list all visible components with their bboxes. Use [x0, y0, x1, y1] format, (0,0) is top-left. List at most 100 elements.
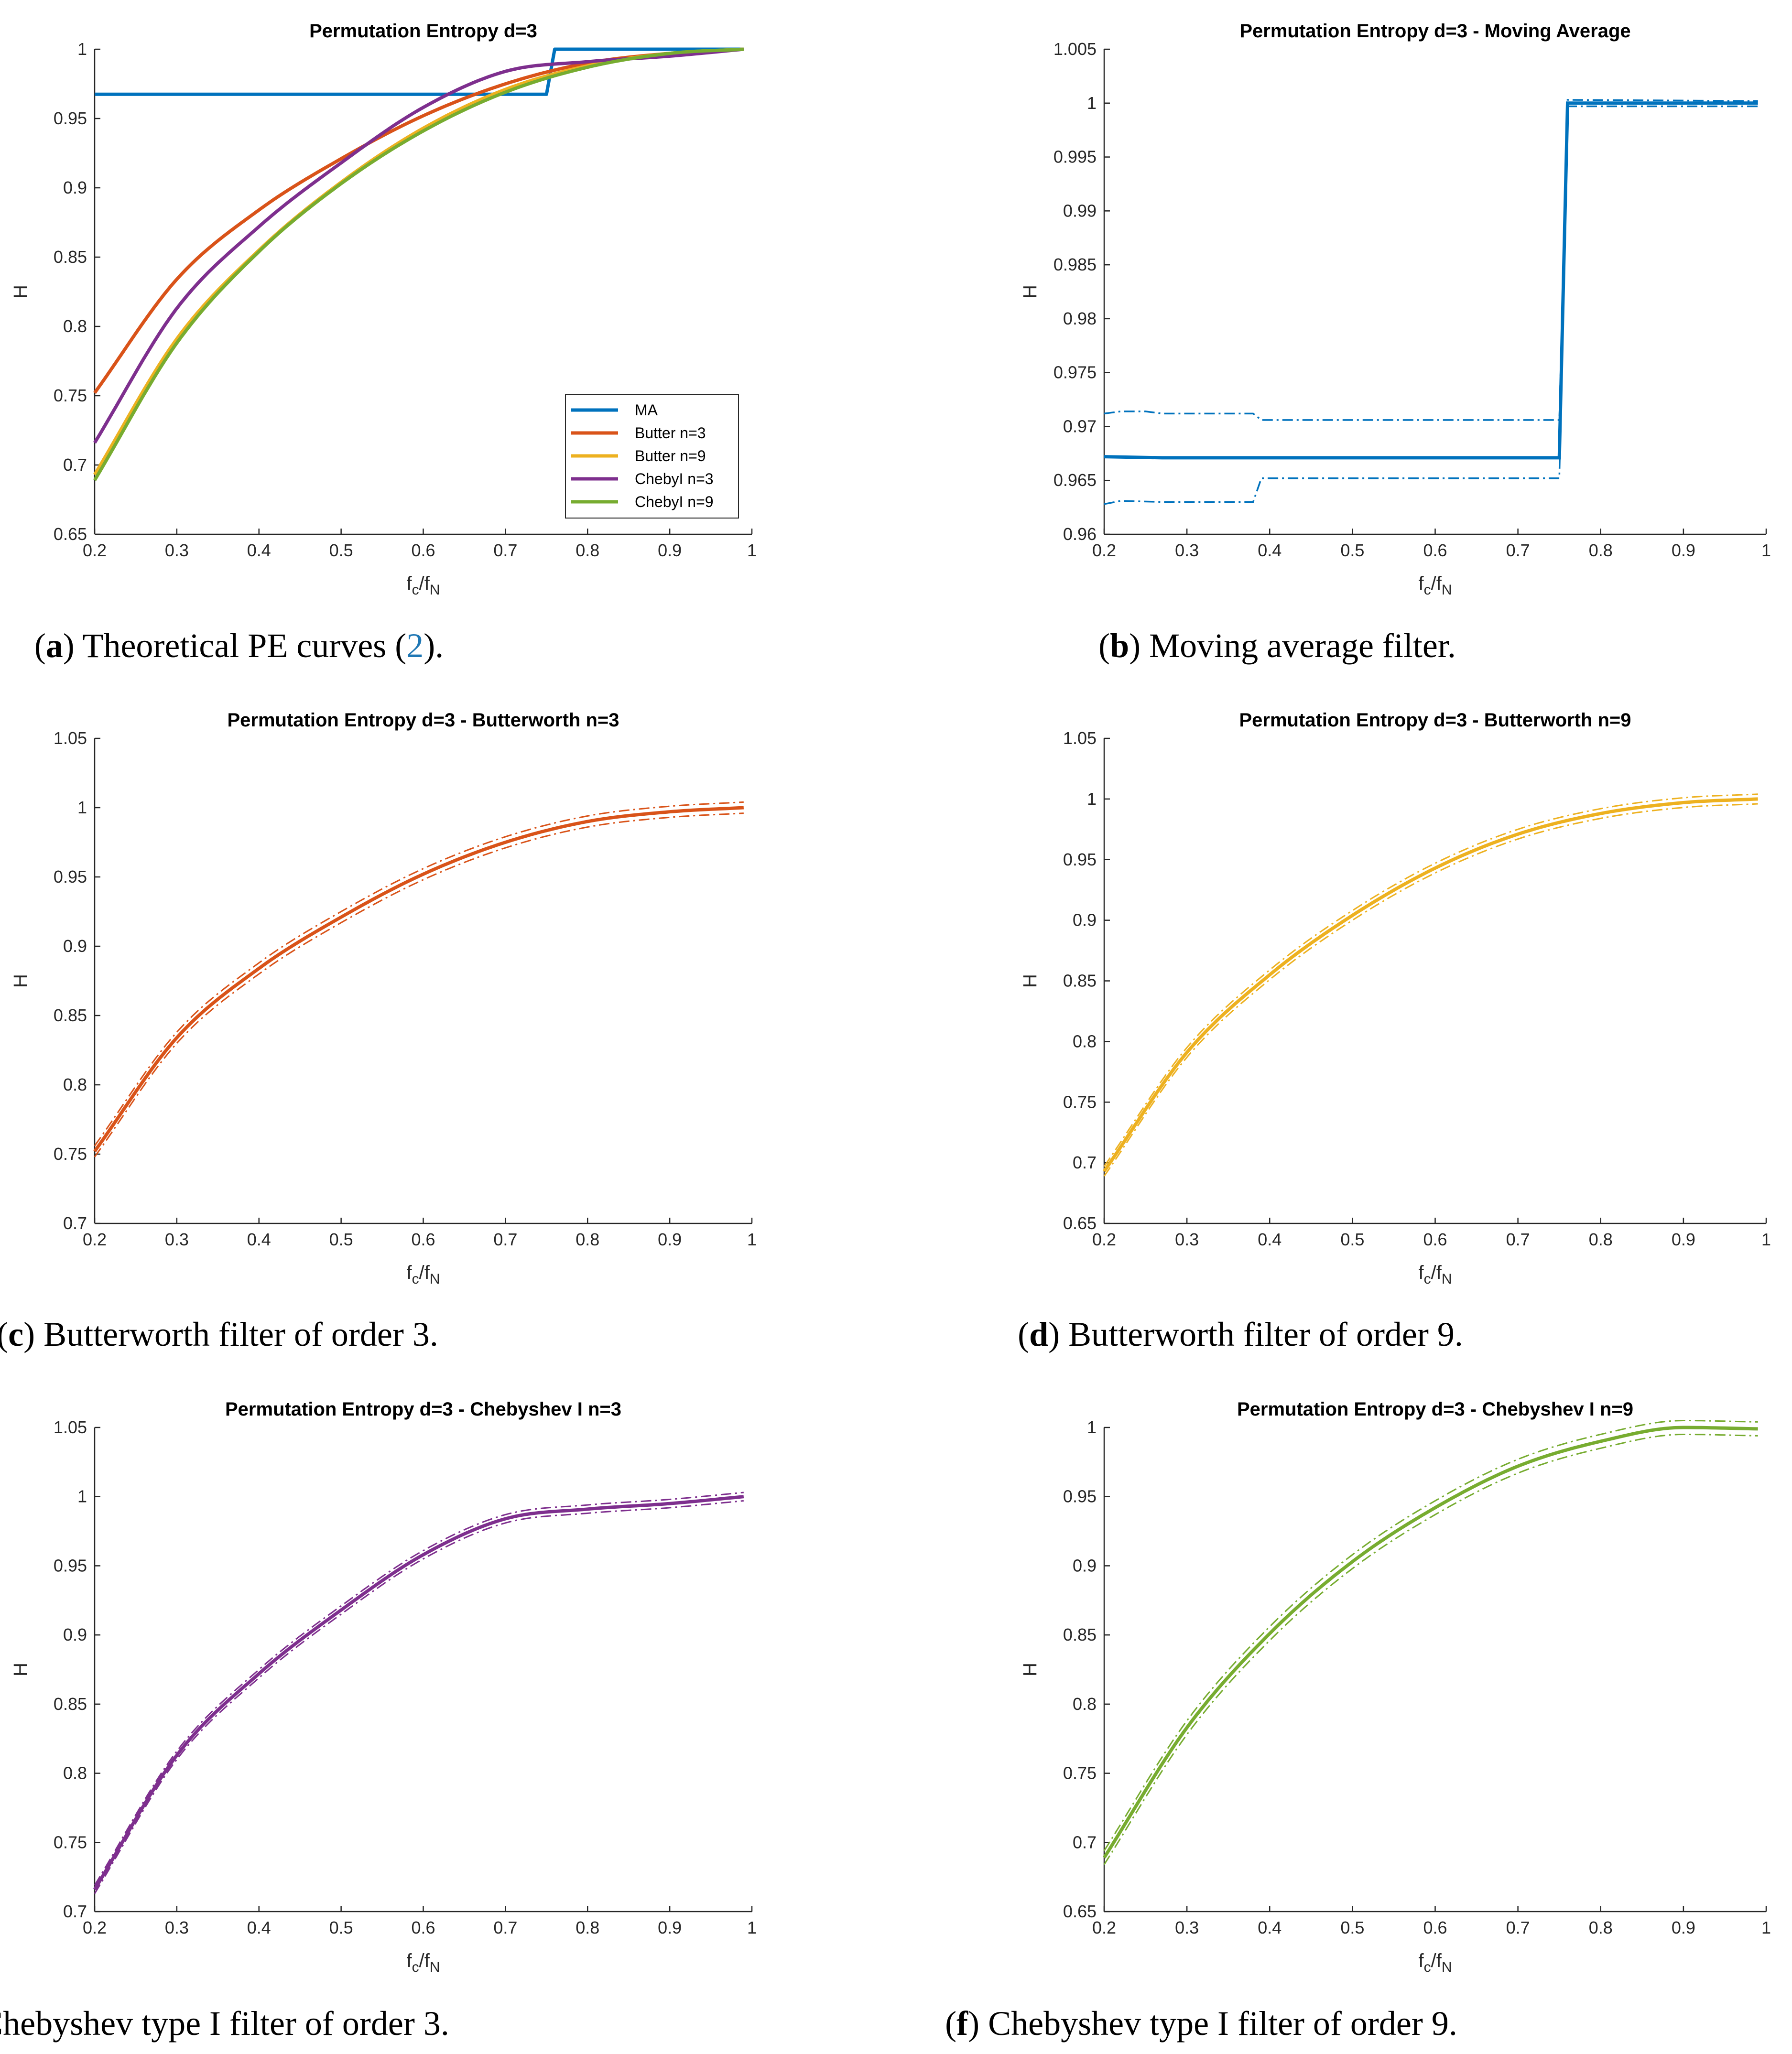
y-tick-label: 1: [1087, 789, 1097, 809]
y-tick-label: 0.95: [54, 108, 87, 128]
y-tick-label: 0.85: [54, 1694, 87, 1714]
y-tick-label: 0.85: [54, 1005, 87, 1025]
y-tick-label: 0.9: [1073, 1556, 1097, 1575]
x-tick-label: 0.2: [83, 1230, 107, 1249]
x-axis-label: fc/fN: [406, 1262, 440, 1287]
x-tick-label: 0.8: [1589, 1230, 1613, 1249]
y-tick-label: 1.05: [1063, 728, 1097, 748]
x-tick-label: 0.7: [1506, 541, 1530, 560]
lower-bound-line: [1103, 803, 1758, 1177]
x-tick-label: 1: [1761, 1918, 1771, 1937]
chart-title: Permutation Entropy d=3 - Moving Average: [1239, 21, 1630, 42]
x-tick-label: 0.2: [1092, 541, 1116, 560]
subfigure-caption: (e) Chebyshev type I filter of order 3.: [0, 2004, 449, 2043]
y-tick-label: 0.8: [63, 1075, 87, 1094]
x-tick-label: 0.3: [165, 1230, 189, 1249]
y-axis-label: H: [1020, 285, 1041, 299]
y-tick-label: 0.985: [1053, 255, 1097, 274]
y-tick-label: 1: [77, 1487, 87, 1506]
y-tick-label: 0.85: [1063, 971, 1097, 991]
subfigure-caption: (f) Chebyshev type I filter of order 9.: [945, 2004, 1457, 2043]
y-tick-label: 0.995: [1053, 147, 1097, 167]
x-tick-label: 1: [1761, 541, 1771, 560]
x-tick-label: 0.8: [576, 541, 599, 560]
chart-panel-d: Permutation Entropy d=3 - Butterworth n=…: [1018, 710, 1771, 1353]
mean-line: [93, 1495, 744, 1891]
x-tick-label: 0.7: [1506, 1230, 1530, 1249]
chart-panel-f: Permutation Entropy d=3 - Chebyshev I n=…: [945, 1399, 1771, 2043]
y-tick-label: 0.75: [1063, 1763, 1097, 1783]
y-tick-label: 0.97: [1063, 416, 1097, 436]
y-tick-label: 0.7: [1073, 1153, 1097, 1172]
x-tick-label: 1: [747, 1230, 757, 1249]
x-tick-label: 0.4: [247, 1918, 271, 1937]
y-tick-label: 0.75: [54, 1144, 87, 1164]
y-tick-label: 0.65: [1063, 1213, 1097, 1233]
chart-title: Permutation Entropy d=3 - Chebyshev I n=…: [1237, 1399, 1633, 1420]
x-tick-label: 0.2: [83, 541, 107, 560]
x-tick-label: 0.7: [1506, 1918, 1530, 1937]
upper-bound-line: [1103, 793, 1758, 1167]
x-tick-label: 0.4: [247, 1230, 271, 1249]
x-tick-label: 0.6: [411, 541, 435, 560]
chart-panel-a: Permutation Entropy d=3 0.2 0.3 0.4 0.5 0.6 0.…: [10, 21, 757, 665]
chart-panel-e: Permutation Entropy d=3 - Chebyshev I n=…: [0, 1399, 757, 2043]
x-tick-label: 0.8: [1589, 1918, 1613, 1937]
legend-label: Butter n=3: [635, 424, 706, 442]
chart-title: Permutation Entropy d=3 - Butterworth n=…: [227, 710, 619, 731]
plot-area: [1104, 738, 1766, 1223]
subfigure-caption: (d) Butterworth filter of order 9.: [1018, 1315, 1463, 1353]
x-axis-label: fc/fN: [406, 573, 440, 598]
lower-bound-line: [1103, 1434, 1758, 1865]
mean-line: [1103, 1426, 1758, 1859]
y-tick-label: 0.85: [54, 247, 87, 267]
legend-label: Butter n=9: [635, 447, 706, 465]
x-tick-label: 0.4: [1258, 1918, 1282, 1937]
chart-panel-b: Permutation Entropy d=3 - Moving Average…: [1020, 21, 1771, 665]
y-tick-label: 0.98: [1063, 309, 1097, 328]
y-tick-label: 1: [77, 39, 87, 59]
plot-area: [1104, 49, 1766, 534]
x-tick-label: 0.5: [329, 1230, 353, 1249]
y-tick-label: 0.75: [54, 1832, 87, 1852]
y-tick-label: 0.95: [1063, 1487, 1097, 1506]
upper-bound-line: [1103, 1420, 1758, 1851]
x-tick-label: 0.7: [493, 1230, 517, 1249]
y-tick-label: 1.05: [54, 1417, 87, 1437]
x-tick-label: 0.9: [658, 1918, 682, 1937]
y-tick-label: 0.65: [1063, 1902, 1097, 1921]
y-axis-label: H: [1020, 1663, 1041, 1676]
x-tick-label: 0.2: [1092, 1918, 1116, 1937]
y-tick-label: 0.65: [54, 524, 87, 544]
y-tick-label: 0.9: [63, 936, 87, 956]
x-tick-label: 0.8: [576, 1230, 599, 1249]
x-tick-label: 0.9: [1672, 1230, 1695, 1249]
legend-label: MA: [635, 401, 658, 419]
y-tick-label: 0.7: [63, 455, 87, 475]
y-tick-label: 0.965: [1053, 470, 1097, 490]
x-axis-label: fc/fN: [1418, 1262, 1452, 1287]
x-tick-label: 0.6: [1423, 541, 1447, 560]
x-tick-label: 0.8: [576, 1918, 599, 1937]
subfigure-caption: (a) Theoretical PE curves (2).: [34, 627, 444, 665]
y-axis-label: H: [1020, 974, 1041, 988]
plot-area: [95, 1427, 752, 1912]
x-tick-label: 0.4: [1258, 1230, 1282, 1249]
x-tick-label: 0.2: [83, 1918, 107, 1937]
y-tick-label: 1: [1087, 1417, 1097, 1437]
x-tick-label: 0.6: [1423, 1918, 1447, 1937]
y-axis-label: H: [10, 974, 31, 988]
x-tick-label: 0.3: [165, 541, 189, 560]
y-tick-label: 0.9: [63, 1625, 87, 1644]
x-axis-label: fc/fN: [406, 1950, 440, 1975]
chart-title: Permutation Entropy d=3 - Chebyshev I n=…: [225, 1399, 621, 1420]
y-axis-label: H: [10, 1663, 31, 1676]
y-axis-label: H: [10, 285, 31, 299]
x-tick-label: 0.5: [1340, 1230, 1364, 1249]
mean-line: [1103, 797, 1758, 1172]
plot-area: [95, 738, 752, 1223]
y-tick-label: 0.9: [63, 178, 87, 197]
mean-line: [93, 806, 744, 1153]
y-tick-label: 0.95: [54, 867, 87, 886]
